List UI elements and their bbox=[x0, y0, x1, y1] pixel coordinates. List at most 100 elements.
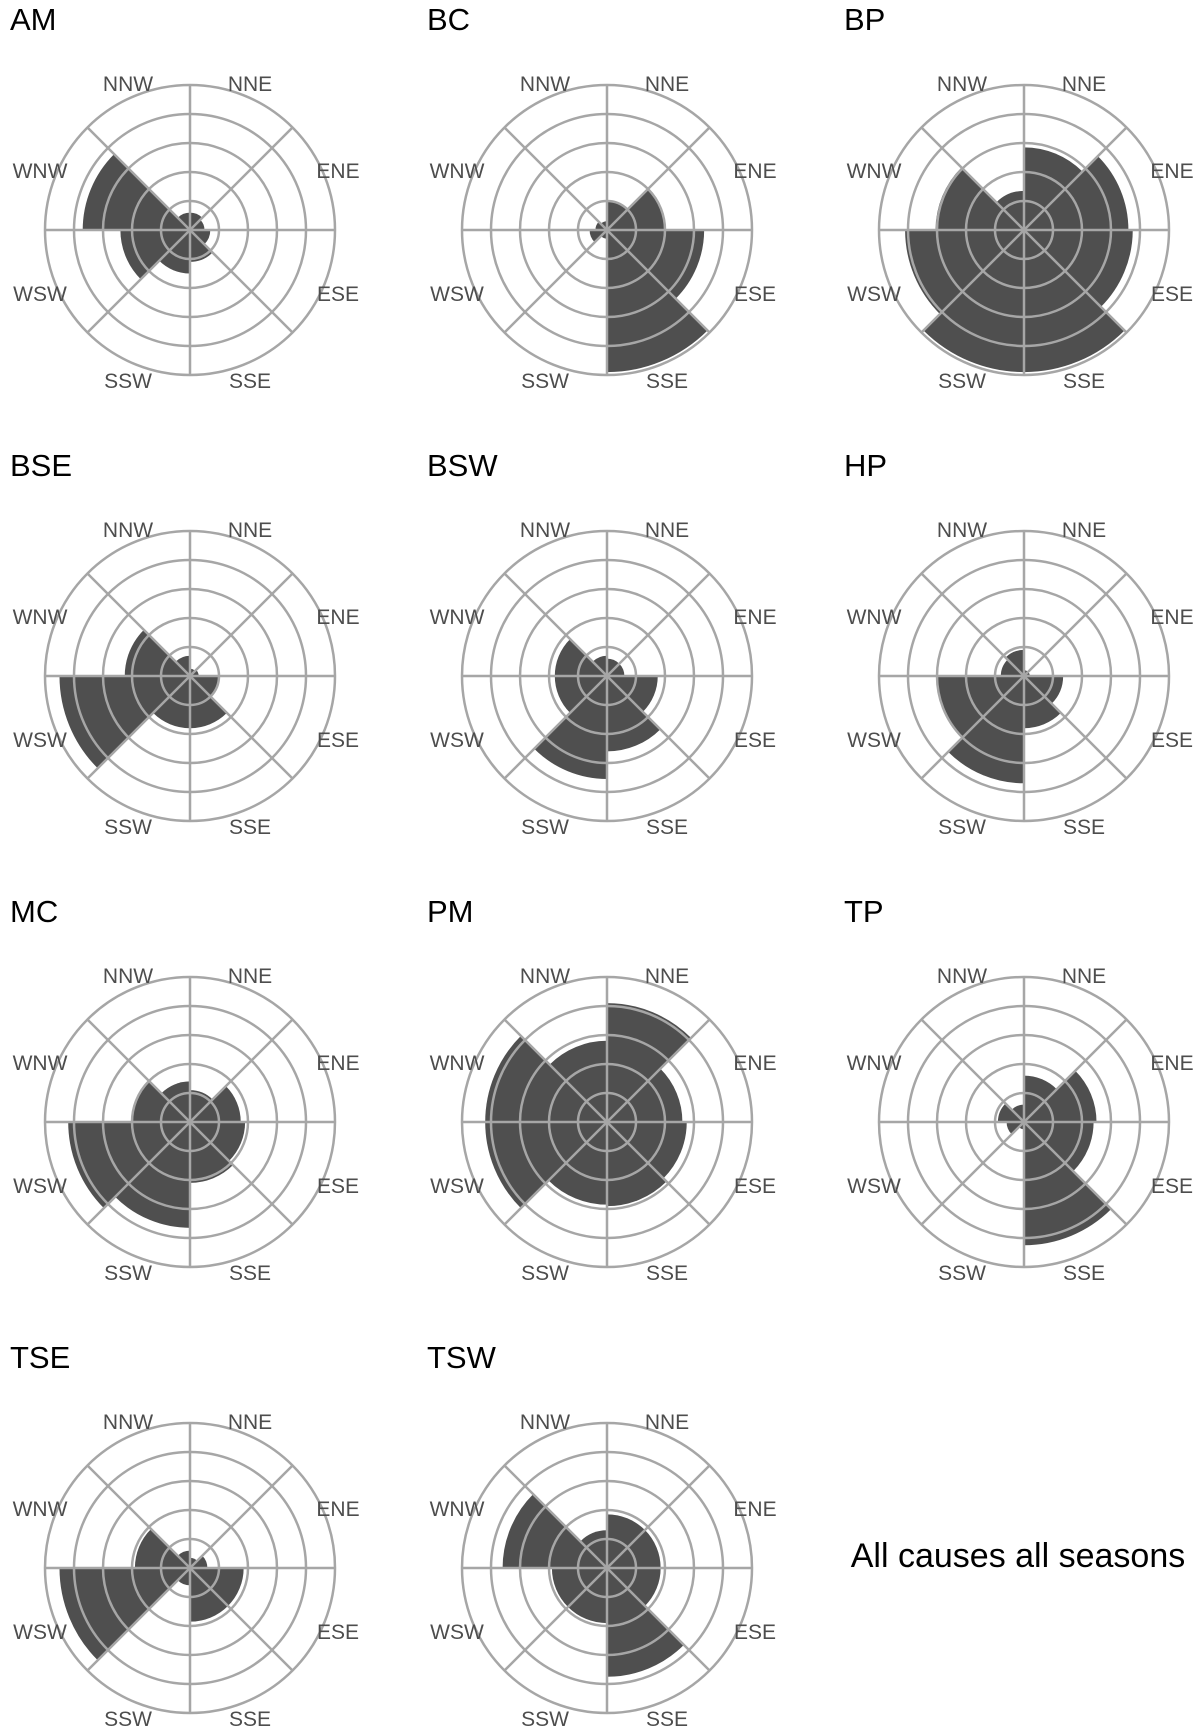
direction-label-nne: NNE bbox=[1062, 519, 1106, 542]
panel-title: BC bbox=[427, 2, 470, 37]
direction-label-wnw: WNW bbox=[13, 606, 68, 629]
direction-label-wsw: WSW bbox=[13, 1621, 67, 1644]
panel-title: TP bbox=[844, 894, 884, 929]
direction-label-sse: SSE bbox=[646, 816, 688, 839]
direction-label-ene: ENE bbox=[733, 606, 776, 629]
direction-label-nnw: NNW bbox=[103, 73, 153, 96]
direction-label-wsw: WSW bbox=[847, 1175, 901, 1198]
direction-label-nne: NNE bbox=[645, 965, 689, 988]
panel-tse: TSENNEENEESESSESSWWSWWNWNNW bbox=[10, 1340, 360, 1731]
direction-label-ene: ENE bbox=[1150, 160, 1193, 183]
grid-spoke bbox=[190, 676, 293, 779]
direction-label-nne: NNE bbox=[645, 73, 689, 96]
direction-label-ene: ENE bbox=[316, 1498, 359, 1521]
direction-label-ese: ESE bbox=[317, 1175, 359, 1198]
panel-bp: BP NNE ENE ESE SSE SSW WSW WNW NNW bbox=[844, 2, 1194, 393]
panel-tp: TP NNE ENE ESE SSE SSW WSW WNW NNW bbox=[844, 894, 1194, 1285]
direction-label-sse: SSE bbox=[1063, 1262, 1105, 1285]
panel-am: AMNNEENEESESSESSWWSWWNWNNW bbox=[10, 2, 360, 393]
direction-label-sse: SSE bbox=[229, 816, 271, 839]
direction-label-ene: ENE bbox=[733, 1052, 776, 1075]
direction-label-ese: ESE bbox=[1151, 283, 1193, 306]
direction-label-ssw: SSW bbox=[938, 816, 986, 839]
direction-label-wnw: WNW bbox=[13, 1052, 68, 1075]
direction-label-wnw: WNW bbox=[847, 606, 902, 629]
panel-title: TSE bbox=[10, 1340, 70, 1375]
direction-label-sse: SSE bbox=[229, 1708, 271, 1731]
grid-spoke bbox=[504, 230, 607, 333]
direction-label-sse: SSE bbox=[646, 1708, 688, 1731]
direction-label-ssw: SSW bbox=[938, 370, 986, 393]
direction-label-wsw: WSW bbox=[430, 729, 484, 752]
panel-title: BSE bbox=[10, 448, 72, 483]
panel-tsw: TSWNNEENEESESSESSWWSWWNWNNW bbox=[427, 1340, 777, 1731]
direction-label-sse: SSE bbox=[646, 1262, 688, 1285]
direction-label-sse: SSE bbox=[229, 370, 271, 393]
direction-label-ese: ESE bbox=[317, 1621, 359, 1644]
grid-spoke bbox=[1024, 676, 1127, 779]
direction-label-wnw: WNW bbox=[430, 1052, 485, 1075]
direction-label-ene: ENE bbox=[316, 160, 359, 183]
direction-label-nne: NNE bbox=[228, 965, 272, 988]
panel-title: PM bbox=[427, 894, 474, 929]
direction-label-ssw: SSW bbox=[104, 816, 152, 839]
direction-label-nnw: NNW bbox=[520, 73, 570, 96]
wedge-wnw bbox=[83, 154, 190, 230]
direction-label-nnw: NNW bbox=[103, 965, 153, 988]
direction-label-nnw: NNW bbox=[103, 1411, 153, 1434]
grid-spoke bbox=[190, 127, 293, 230]
direction-label-wnw: WNW bbox=[847, 1052, 902, 1075]
grid-spoke bbox=[190, 1465, 293, 1568]
panel-bse: BSENNEENEESESSESSWWSWWNWNNW bbox=[10, 448, 360, 839]
direction-label-nnw: NNW bbox=[937, 965, 987, 988]
panel-title: BP bbox=[844, 2, 885, 37]
direction-label-ese: ESE bbox=[317, 729, 359, 752]
direction-label-wnw: WNW bbox=[430, 1498, 485, 1521]
direction-label-nnw: NNW bbox=[937, 519, 987, 542]
direction-label-sse: SSE bbox=[1063, 816, 1105, 839]
direction-label-ssw: SSW bbox=[521, 370, 569, 393]
direction-label-nnw: NNW bbox=[520, 1411, 570, 1434]
direction-label-ssw: SSW bbox=[521, 816, 569, 839]
direction-label-sse: SSE bbox=[1063, 370, 1105, 393]
grid-spoke bbox=[190, 1019, 293, 1122]
direction-label-ene: ENE bbox=[1150, 1052, 1193, 1075]
grid-spoke bbox=[504, 127, 607, 230]
grid-spoke bbox=[1024, 573, 1127, 676]
direction-label-nne: NNE bbox=[228, 519, 272, 542]
direction-label-ssw: SSW bbox=[104, 370, 152, 393]
panel-title: HP bbox=[844, 448, 887, 483]
direction-label-ssw: SSW bbox=[938, 1262, 986, 1285]
wedge-wnw bbox=[125, 630, 190, 676]
direction-label-ese: ESE bbox=[1151, 1175, 1193, 1198]
grid-spoke bbox=[607, 573, 710, 676]
direction-label-nne: NNE bbox=[645, 519, 689, 542]
direction-label-ese: ESE bbox=[734, 1621, 776, 1644]
direction-label-ssw: SSW bbox=[104, 1708, 152, 1731]
direction-label-ssw: SSW bbox=[521, 1708, 569, 1731]
panel-title: MC bbox=[10, 894, 58, 929]
grid-spoke bbox=[190, 230, 293, 333]
direction-label-wnw: WNW bbox=[430, 606, 485, 629]
wedge-wsw bbox=[60, 1568, 191, 1660]
direction-label-wsw: WSW bbox=[430, 283, 484, 306]
direction-label-nne: NNE bbox=[1062, 73, 1106, 96]
direction-label-ene: ENE bbox=[1150, 606, 1193, 629]
direction-label-sse: SSE bbox=[229, 1262, 271, 1285]
direction-label-wsw: WSW bbox=[13, 283, 67, 306]
direction-label-ene: ENE bbox=[316, 1052, 359, 1075]
direction-label-sse: SSE bbox=[646, 370, 688, 393]
panel-pm: PMNNEENEESESSESSWWSWWNWNNW bbox=[427, 894, 777, 1285]
panel-bc: BC NNE ENE ESE SSE SSW WSW WNW NNW bbox=[427, 2, 777, 393]
direction-label-wnw: WNW bbox=[847, 160, 902, 183]
direction-label-wnw: WNW bbox=[430, 160, 485, 183]
direction-label-ssw: SSW bbox=[521, 1262, 569, 1285]
direction-label-ese: ESE bbox=[317, 283, 359, 306]
direction-label-nne: NNE bbox=[228, 73, 272, 96]
direction-label-wnw: WNW bbox=[13, 160, 68, 183]
direction-label-ese: ESE bbox=[734, 283, 776, 306]
direction-label-ene: ENE bbox=[733, 160, 776, 183]
direction-label-ene: ENE bbox=[733, 1498, 776, 1521]
direction-label-nnw: NNW bbox=[520, 519, 570, 542]
